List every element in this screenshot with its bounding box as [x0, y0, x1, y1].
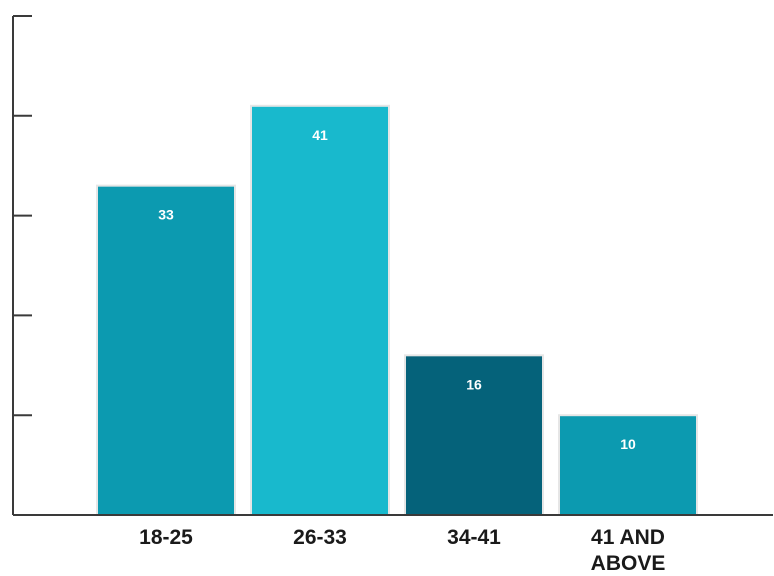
y-axis — [12, 15, 32, 515]
x-tick-label: 26-33 — [293, 526, 347, 549]
bar — [558, 414, 698, 517]
x-tick-label: ABOVE — [591, 552, 666, 575]
data-label: 16 — [466, 376, 482, 392]
data-label: 10 — [620, 436, 636, 452]
x-tick-label: 34-41 — [447, 526, 501, 549]
data-label: 33 — [158, 207, 174, 223]
bars: 33 41 16 10 — [96, 104, 698, 517]
x-tick-label: 41 AND — [591, 526, 665, 549]
x-tick-label: 18-25 — [139, 526, 193, 549]
x-axis: 18-25 26-33 34-41 41 AND ABOVE — [13, 514, 773, 575]
bar — [96, 184, 236, 516]
data-label: 41 — [312, 127, 328, 143]
bar — [250, 104, 390, 516]
